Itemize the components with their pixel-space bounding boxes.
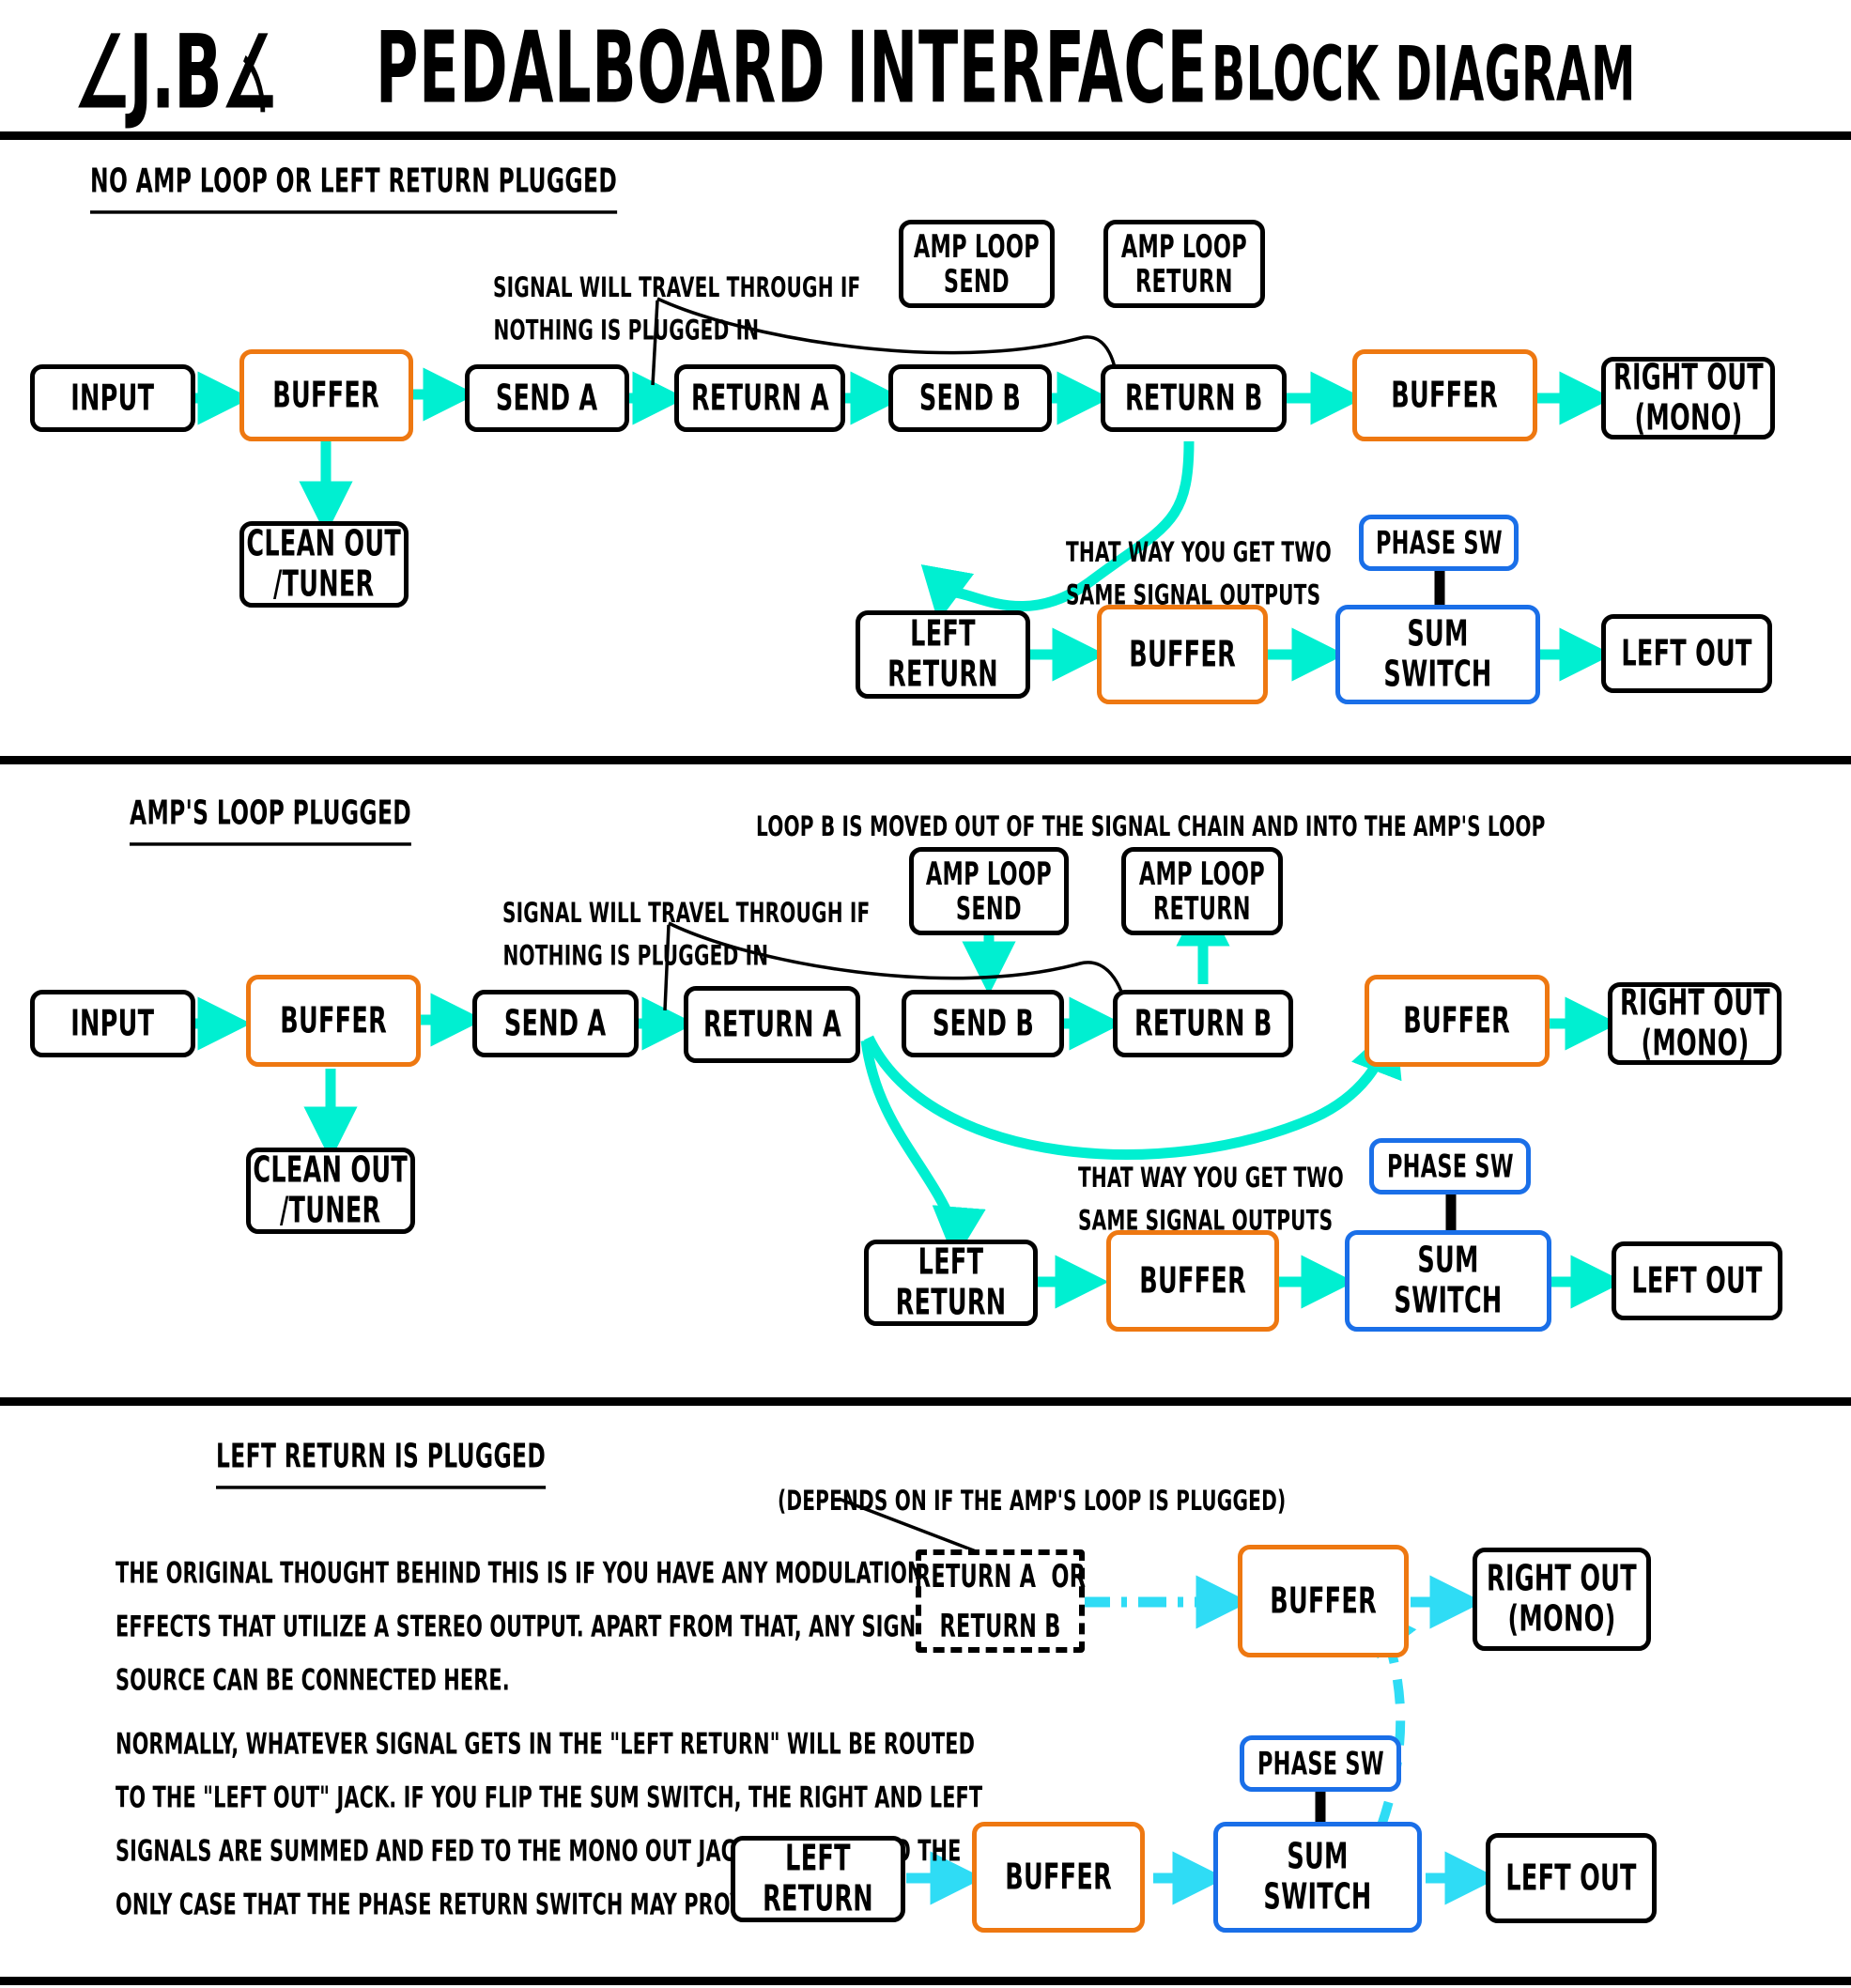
s2-block-left-out[interactable]: LEFT OUT [1612,1241,1782,1320]
block-left-return[interactable]: LEFT RETURN [856,610,1030,699]
section-2-heading: AMP'S LOOP PLUGGED [130,794,412,846]
block-clean-out-tuner[interactable]: CLEAN OUT /TUNER [239,521,409,608]
block-buffer-left[interactable]: BUFFER [1097,605,1268,704]
s2-block-phase-sw[interactable]: PHASE SW [1369,1138,1531,1194]
s2-block-return-a[interactable]: RETURN A [684,986,860,1063]
block-amp-loop-return[interactable]: AMP LOOP RETURN [1103,220,1265,308]
paragraph-1-line-3: SOURCE CAN BE CONNECTED HERE. [116,1664,510,1698]
s2-leader-bypass-curve [668,921,1129,1017]
leader-bypass-curve [656,297,1119,393]
paragraph-2-line-1: NORMALLY, WHATEVER SIGNAL GETS IN THE "L… [116,1728,976,1762]
s2-block-send-b[interactable]: SEND B [902,990,1064,1057]
s2-bypass-note-line-1: SIGNAL WILL TRAVEL THROUGH IF [502,897,871,930]
block-input[interactable]: INPUT [30,364,195,432]
s2-block-buffer-left[interactable]: BUFFER [1106,1230,1279,1332]
block-phase-sw[interactable]: PHASE SW [1359,515,1519,571]
section-3-heading: LEFT RETURN IS PLUGGED [216,1437,547,1489]
page-subtitle: BLOCK DIAGRAM [1211,30,1636,118]
two-outputs-note-line-1: THAT WAY YOU GET TWO [1066,536,1332,569]
block-amp-loop-send[interactable]: AMP LOOP SEND [899,220,1055,308]
s3-block-buffer-left[interactable]: BUFFER [972,1822,1145,1933]
block-return-a[interactable]: RETURN A [674,364,845,432]
s2-block-clean-out-tuner[interactable]: CLEAN OUT /TUNER [246,1148,415,1234]
s2-block-sum-switch[interactable]: SUM SWITCH [1345,1230,1551,1332]
paragraph-1-line-1: THE ORIGINAL THOUGHT BEHIND THIS IS IF Y… [116,1557,924,1591]
section-2-bypass-note: SIGNAL WILL TRAVEL THROUGH IF NOTHING IS… [502,892,871,979]
rule-mid1 [0,756,1851,764]
jb-logo: ∠J.B∡ [73,13,278,132]
block-buffer-in[interactable]: BUFFER [239,349,413,441]
s3-arrow-sumswitch-to-rightout [1362,1605,1417,1866]
loop-b-note-line-1: LOOP B IS MOVED OUT OF THE SIGNAL CHAIN … [756,810,1546,843]
rule-mid2 [0,1397,1851,1406]
s2-block-amp-loop-send[interactable]: AMP LOOP SEND [909,847,1069,935]
page-header: ∠J.B∡ PEDALBOARD INTERFACE BLOCK DIAGRAM [0,0,1851,131]
bypass-note-line-2: NOTHING IS PLUGGED IN [493,315,760,347]
s2-block-buffer-right[interactable]: BUFFER [1365,975,1550,1067]
s3-block-buffer-right[interactable]: BUFFER [1238,1545,1409,1657]
section-1-heading: NO AMP LOOP OR LEFT RETURN PLUGGED [90,162,618,214]
block-sum-switch[interactable]: SUM SWITCH [1335,605,1540,704]
block-left-out[interactable]: LEFT OUT [1601,614,1772,693]
s2-arrow-returna-to-leftreturn [860,1040,986,1261]
paragraph-1-line-2: EFFECTS THAT UTILIZE A STEREO OUTPUT. AP… [116,1610,944,1644]
s2-arrow-returna-to-bufferright [864,1021,1402,1160]
s2-block-amp-loop-return[interactable]: AMP LOOP RETURN [1121,847,1283,935]
section-3-paragraph-1: THE ORIGINAL THOUGHT BEHIND THIS IS IF Y… [116,1548,944,1708]
rule-bottom [0,1977,1851,1985]
s2-block-input[interactable]: INPUT [30,990,195,1057]
s2-two-outputs-note-line-1: THAT WAY YOU GET TWO [1078,1162,1344,1194]
s2-block-right-out-mono[interactable]: RIGHT OUT (MONO) [1608,982,1782,1065]
section-1-bypass-note: SIGNAL WILL TRAVEL THROUGH IF NOTHING IS… [493,267,861,353]
bypass-note-line-1: SIGNAL WILL TRAVEL THROUGH IF [493,271,861,304]
paragraph-2-line-2: TO THE "LEFT OUT" JACK. IF YOU FLIP THE … [116,1781,983,1815]
s3-block-phase-sw[interactable]: PHASE SW [1240,1735,1401,1792]
rule-top [0,131,1851,140]
block-send-a[interactable]: SEND A [465,364,629,432]
s3-block-left-return[interactable]: LEFT RETURN [731,1836,905,1922]
section-2-loop-b-note: LOOP B IS MOVED OUT OF THE SIGNAL CHAIN … [756,806,1546,849]
s3-block-right-out-mono[interactable]: RIGHT OUT (MONO) [1473,1548,1651,1651]
s2-block-left-return[interactable]: LEFT RETURN [864,1240,1038,1326]
s3-block-left-out[interactable]: LEFT OUT [1486,1833,1657,1923]
block-buffer-right[interactable]: BUFFER [1352,349,1537,441]
s2-block-buffer-in[interactable]: BUFFER [246,975,421,1067]
s3-block-return-a-or-return-b[interactable]: RETURN A OR RETURN B [915,1549,1086,1653]
s2-block-return-b[interactable]: RETURN B [1113,990,1293,1057]
arrow-returnb-to-leftreturn [920,440,1195,623]
s2-bypass-note-line-2: NOTHING IS PLUGGED IN [502,940,769,973]
section-3-depends-note: (DEPENDS ON IF THE AMP'S LOOP IS PLUGGED… [778,1480,1286,1523]
s2-leader-bypass-note [663,924,671,1011]
block-return-b[interactable]: RETURN B [1101,364,1287,432]
depends-note-line-1: (DEPENDS ON IF THE AMP'S LOOP IS PLUGGED… [778,1485,1287,1518]
page-title: PEDALBOARD INTERFACE [376,11,1208,126]
s2-block-send-a[interactable]: SEND A [472,990,639,1057]
leader-bypass-note [651,300,659,386]
block-send-b[interactable]: SEND B [888,364,1052,432]
s3-leader-depends-note [838,1497,996,1561]
block-right-out-mono[interactable]: RIGHT OUT (MONO) [1601,357,1775,439]
s3-block-sum-switch[interactable]: SUM SWITCH [1213,1822,1422,1933]
